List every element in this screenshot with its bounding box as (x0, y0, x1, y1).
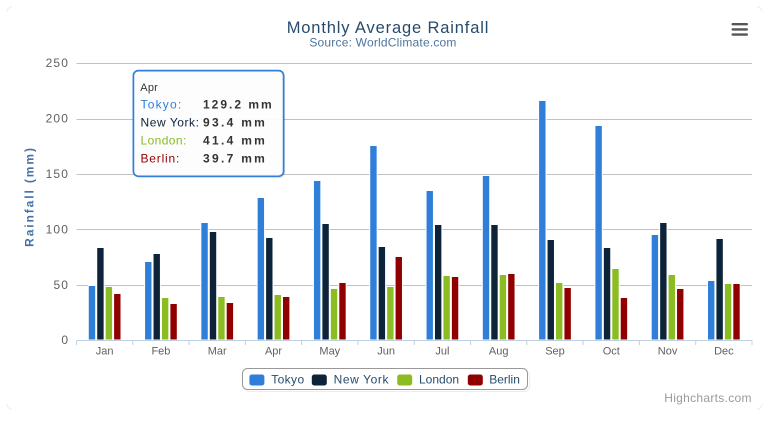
svg-text:Apr: Apr (140, 82, 158, 94)
svg-text:Tokyo:: Tokyo: (141, 97, 183, 111)
svg-text:93.4 mm: 93.4 mm (203, 115, 267, 129)
svg-text:Sep: Sep (545, 345, 565, 357)
svg-text:150: 150 (46, 167, 70, 181)
svg-text:Highcharts.com: Highcharts.com (664, 391, 752, 405)
svg-text:Mar: Mar (208, 345, 227, 357)
svg-text:Rainfall (mm): Rainfall (mm) (23, 146, 37, 247)
svg-text:Apr: Apr (265, 345, 282, 357)
svg-text:41.4 mm: 41.4 mm (203, 133, 267, 147)
svg-text:New York: New York (334, 373, 390, 387)
svg-text:Berlin: Berlin (489, 373, 520, 387)
svg-text:Jan: Jan (96, 345, 114, 357)
svg-text:129.2 mm: 129.2 mm (203, 97, 274, 111)
svg-text:May: May (319, 345, 340, 357)
svg-text:200: 200 (46, 112, 70, 126)
svg-text:London:: London: (141, 133, 187, 147)
svg-text:39.7 mm: 39.7 mm (203, 151, 267, 165)
svg-text:Dec: Dec (714, 345, 734, 357)
svg-text:Nov: Nov (658, 345, 678, 357)
svg-text:London: London (419, 373, 459, 387)
svg-text:Aug: Aug (489, 345, 509, 357)
svg-text:0: 0 (61, 333, 69, 347)
svg-text:Feb: Feb (151, 345, 170, 357)
svg-text:New York:: New York: (141, 115, 200, 129)
svg-text:100: 100 (46, 222, 70, 236)
svg-text:250: 250 (46, 56, 70, 70)
svg-text:Jun: Jun (377, 345, 395, 357)
svg-text:Jul: Jul (435, 345, 449, 357)
svg-text:Source: WorldClimate.com: Source: WorldClimate.com (309, 36, 456, 50)
svg-text:Oct: Oct (603, 345, 620, 357)
svg-text:Tokyo: Tokyo (271, 373, 304, 387)
svg-text:50: 50 (53, 278, 69, 292)
svg-text:Monthly Average Rainfall: Monthly Average Rainfall (287, 19, 490, 37)
svg-text:Berlin:: Berlin: (141, 151, 181, 165)
